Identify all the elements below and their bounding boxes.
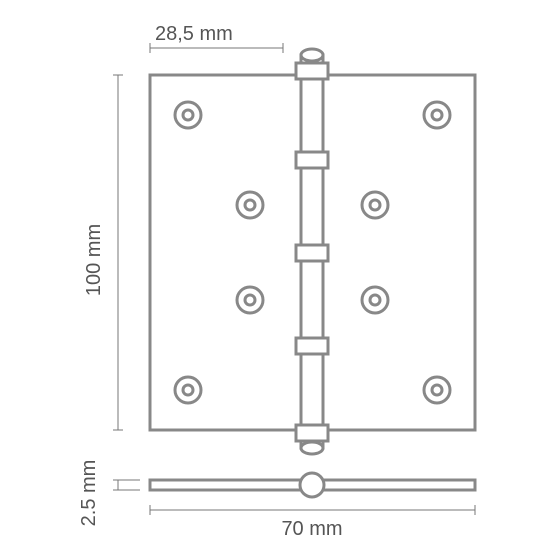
pin-cap-top bbox=[301, 49, 323, 61]
dim-leaf-width-label: 28,5 mm bbox=[155, 23, 233, 45]
hinge-leaf-right bbox=[323, 75, 475, 430]
hinge-knuckle bbox=[296, 63, 328, 79]
hinge-leaf-left bbox=[150, 75, 301, 430]
hinge-knuckle bbox=[296, 338, 328, 354]
hinge-knuckle bbox=[296, 425, 328, 441]
dim-width-label: 70 mm bbox=[281, 518, 342, 540]
dim-thickness-label: 2.5 mm bbox=[78, 460, 100, 527]
hinge-knuckle bbox=[296, 152, 328, 168]
pin-cap-bottom bbox=[301, 442, 323, 454]
hinge-knuckle bbox=[296, 245, 328, 261]
dim-height-label: 100 mm bbox=[83, 224, 105, 296]
side-view-pin bbox=[300, 473, 324, 497]
